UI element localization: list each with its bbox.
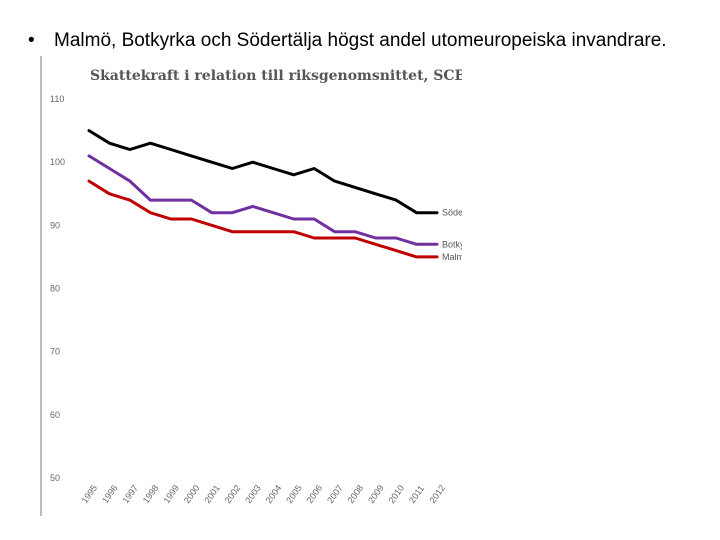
series-label: Malmö bbox=[442, 252, 462, 262]
series-line bbox=[87, 129, 439, 215]
x-tick-label: 2001 bbox=[202, 483, 222, 505]
x-tick-label: 2007 bbox=[325, 483, 345, 505]
bullet-point: • Malmö, Botkyrka och Södertälja högst an… bbox=[28, 30, 667, 52]
y-tick-label: 110 bbox=[50, 94, 64, 104]
x-tick-label: 2003 bbox=[243, 483, 263, 505]
y-axis: 110 100 90 80 70 60 50 bbox=[50, 94, 65, 483]
y-tick-label: 50 bbox=[50, 473, 60, 483]
series-group bbox=[87, 129, 439, 259]
series-labels: Södertälje Botkyrka Malmö bbox=[442, 208, 462, 262]
x-tick-label: 2000 bbox=[182, 483, 202, 505]
x-tick-label: 2004 bbox=[264, 483, 284, 505]
series-line bbox=[87, 154, 439, 246]
y-tick-label: 80 bbox=[50, 284, 60, 294]
y-tick-label: 70 bbox=[50, 347, 60, 357]
x-tick-label: 2010 bbox=[387, 483, 407, 505]
x-tick-label: 1997 bbox=[120, 483, 140, 505]
series-label: Södertälje bbox=[442, 208, 462, 218]
x-tick-label: 1999 bbox=[161, 483, 181, 505]
x-tick-label: 1998 bbox=[141, 483, 161, 505]
x-tick-label: 1996 bbox=[100, 483, 120, 505]
bullet-text: Malmö, Botkyrka och Södertälja högst and… bbox=[54, 30, 667, 51]
line-chart: Skattekraft i relation till riksgenomsni… bbox=[50, 68, 462, 505]
x-tick-label: 2005 bbox=[284, 483, 304, 505]
bullet-icon: • bbox=[28, 30, 35, 51]
x-tick-label: 2012 bbox=[427, 483, 447, 505]
y-tick-label: 90 bbox=[50, 220, 60, 230]
y-tick-label: 100 bbox=[50, 157, 65, 167]
x-tick-label: 2008 bbox=[346, 483, 366, 505]
x-tick-label: 2011 bbox=[407, 484, 426, 506]
chart-container: Skattekraft i relation till riksgenomsni… bbox=[40, 56, 462, 516]
x-tick-label: 1995 bbox=[79, 483, 99, 505]
x-axis: 1995 1996 1997 1998 1999 2000 2001 2002 2003 2004… bbox=[79, 483, 447, 505]
y-tick-label: 60 bbox=[50, 410, 60, 420]
series-line bbox=[87, 179, 439, 259]
x-tick-label: 2006 bbox=[305, 483, 325, 505]
chart-title: Skattekraft i relation till riksgenomsni… bbox=[90, 68, 462, 84]
x-tick-label: 2009 bbox=[366, 483, 386, 505]
x-tick-label: 2002 bbox=[223, 483, 243, 505]
series-label: Botkyrka bbox=[442, 239, 462, 249]
